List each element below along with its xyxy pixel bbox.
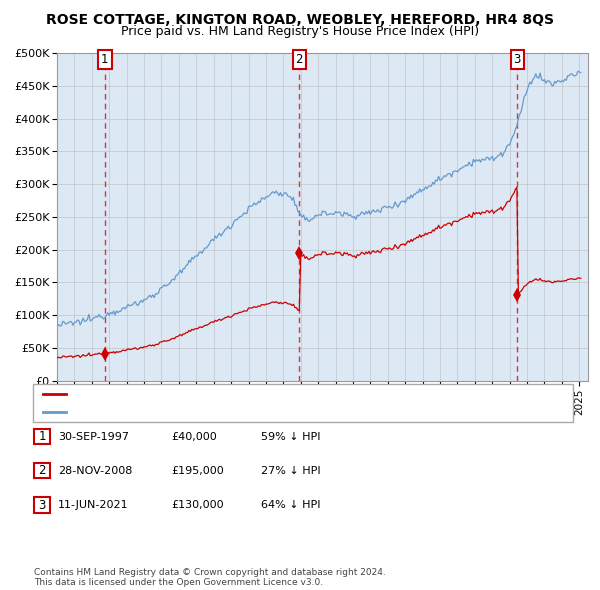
Text: 3: 3 (514, 53, 521, 66)
Text: 30-SEP-1997: 30-SEP-1997 (58, 432, 129, 441)
Text: 2: 2 (38, 464, 46, 477)
Text: Contains HM Land Registry data © Crown copyright and database right 2024.
This d: Contains HM Land Registry data © Crown c… (34, 568, 386, 587)
Text: 1: 1 (101, 53, 109, 66)
Text: £195,000: £195,000 (171, 466, 224, 476)
Text: 59% ↓ HPI: 59% ↓ HPI (261, 432, 320, 441)
Text: 3: 3 (38, 499, 46, 512)
Text: 28-NOV-2008: 28-NOV-2008 (58, 466, 133, 476)
Text: 1: 1 (38, 430, 46, 443)
Text: HPI: Average price, detached house, Herefordshire: HPI: Average price, detached house, Here… (69, 407, 316, 417)
Text: Price paid vs. HM Land Registry's House Price Index (HPI): Price paid vs. HM Land Registry's House … (121, 25, 479, 38)
Text: ROSE COTTAGE, KINGTON ROAD, WEOBLEY, HEREFORD, HR4 8QS (detached house): ROSE COTTAGE, KINGTON ROAD, WEOBLEY, HER… (69, 389, 480, 399)
Text: 64% ↓ HPI: 64% ↓ HPI (261, 500, 320, 510)
Text: 27% ↓ HPI: 27% ↓ HPI (261, 466, 320, 476)
Text: 11-JUN-2021: 11-JUN-2021 (58, 500, 129, 510)
Text: 2: 2 (296, 53, 303, 66)
Text: £130,000: £130,000 (171, 500, 224, 510)
Text: £40,000: £40,000 (171, 432, 217, 441)
Text: ROSE COTTAGE, KINGTON ROAD, WEOBLEY, HEREFORD, HR4 8QS: ROSE COTTAGE, KINGTON ROAD, WEOBLEY, HER… (46, 13, 554, 27)
